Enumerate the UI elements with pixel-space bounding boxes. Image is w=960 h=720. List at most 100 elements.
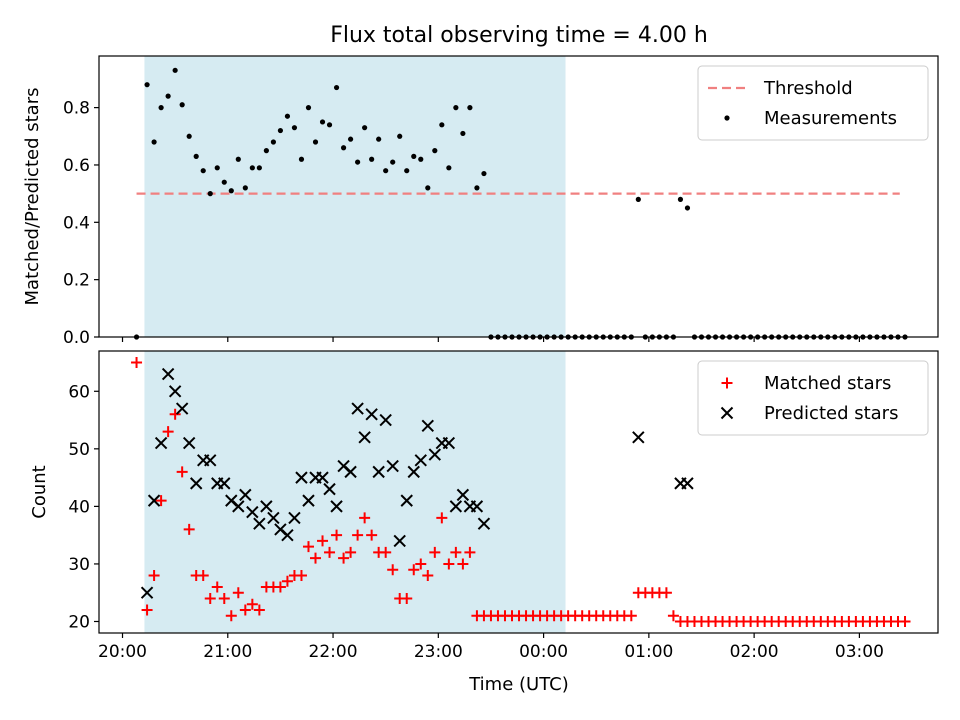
data-point — [310, 552, 322, 564]
data-point — [632, 431, 645, 444]
data-point — [302, 541, 314, 553]
data-point — [169, 408, 181, 420]
data-point — [481, 170, 487, 177]
data-point — [235, 156, 241, 162]
data-point — [460, 130, 466, 137]
x-tick-label: 21:00 — [203, 642, 252, 662]
data-point — [277, 127, 284, 134]
legend-box — [697, 65, 929, 141]
data-point — [288, 511, 301, 525]
data-point — [291, 125, 298, 131]
data-point — [390, 159, 396, 165]
data-point — [316, 471, 329, 484]
data-point — [351, 402, 364, 415]
data-point — [326, 122, 333, 128]
data-point — [429, 546, 441, 558]
data-point — [324, 546, 336, 558]
data-point — [386, 459, 399, 473]
data-point — [667, 610, 679, 622]
data-point — [204, 454, 217, 467]
data-point — [239, 488, 252, 502]
data-point — [340, 145, 347, 151]
data-point — [387, 564, 399, 576]
x-tick-label: 23:00 — [414, 642, 463, 662]
data-point — [449, 500, 463, 513]
y-tick-label: 20 — [68, 612, 90, 632]
data-point — [302, 494, 315, 507]
data-point — [677, 196, 684, 202]
data-point — [317, 535, 329, 547]
data-point — [183, 523, 195, 535]
legend-label: Matched stars — [764, 373, 891, 394]
data-point — [436, 512, 448, 524]
data-point — [295, 471, 308, 484]
x-tick-label: 02:00 — [730, 642, 779, 662]
data-point — [246, 505, 259, 519]
data-point — [446, 165, 452, 171]
data-point — [660, 587, 672, 599]
data-point — [182, 436, 196, 450]
data-point — [358, 431, 371, 444]
data-point — [450, 546, 462, 558]
data-point — [148, 569, 160, 581]
data-point — [376, 136, 382, 142]
data-point — [425, 185, 431, 191]
x-tick-label: 20:00 — [98, 642, 147, 662]
data-point — [221, 179, 227, 185]
y-tick-label: 60 — [68, 382, 90, 402]
x-tick-label: 00:00 — [519, 642, 568, 662]
data-point — [284, 113, 291, 119]
data-point — [186, 133, 192, 139]
data-point — [457, 558, 469, 570]
series-predicted-stars — [140, 367, 694, 599]
x-axis-label: Time (UTC) — [468, 674, 569, 695]
data-point — [442, 436, 456, 450]
data-point — [401, 592, 413, 604]
data-point — [274, 581, 286, 593]
data-point — [154, 436, 168, 450]
y-tick-label: 0.4 — [63, 213, 90, 233]
data-point — [232, 587, 244, 599]
y-tick-label: 30 — [68, 555, 90, 575]
data-point — [415, 558, 427, 570]
data-point — [246, 598, 258, 610]
chart-title: Flux total observing time = 4.00 h — [330, 23, 708, 48]
x-tick-label: 03:00 — [835, 642, 884, 662]
data-point — [176, 466, 188, 478]
data-point — [141, 604, 153, 616]
series-matched-stars — [131, 357, 911, 627]
data-point — [249, 165, 255, 171]
data-point — [228, 188, 234, 194]
data-point — [352, 529, 364, 541]
data-point — [380, 546, 392, 558]
data-point — [414, 454, 427, 467]
data-point — [253, 604, 265, 616]
y-axis-label: Matched/Predicted stars — [22, 88, 43, 306]
data-point — [330, 500, 343, 513]
data-point — [144, 82, 150, 88]
data-point — [470, 500, 484, 513]
data-point — [422, 569, 434, 581]
data-point — [681, 477, 694, 490]
data-point — [428, 448, 442, 461]
data-point — [432, 148, 438, 154]
data-point — [312, 139, 319, 145]
data-point — [189, 477, 203, 490]
data-point — [214, 165, 220, 171]
legend-label: Threshold — [763, 78, 853, 99]
legend-swatch — [720, 406, 734, 420]
data-point — [155, 495, 167, 507]
data-point — [168, 385, 182, 398]
data-point — [225, 610, 237, 622]
data-point — [365, 408, 378, 421]
data-point — [379, 413, 392, 427]
data-point — [298, 156, 305, 162]
data-point — [477, 517, 491, 530]
y-tick-label: 40 — [68, 497, 90, 517]
observing-window-span — [144, 351, 566, 633]
data-point — [899, 615, 911, 627]
data-point — [393, 534, 406, 548]
data-point — [281, 575, 293, 587]
data-point — [467, 105, 473, 111]
